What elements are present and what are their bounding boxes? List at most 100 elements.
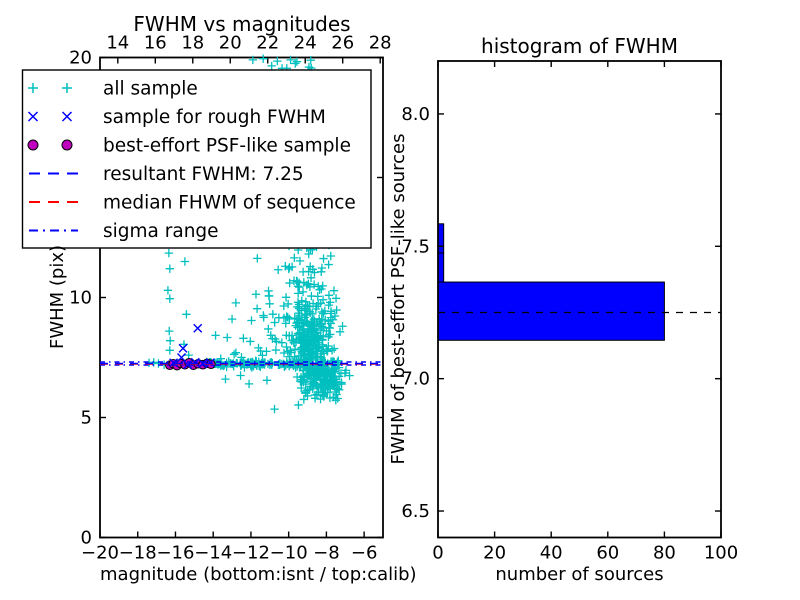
point-plus (307, 334, 316, 343)
x-tick-label-bottom: −20 (81, 543, 119, 564)
point-plus (277, 338, 287, 347)
point-plus (307, 291, 316, 301)
point-plus (334, 372, 344, 381)
point-plus (309, 280, 319, 289)
point-plus (303, 335, 312, 344)
point-plus (258, 351, 267, 360)
x-tick-label-top: 20 (219, 33, 242, 54)
point-plus (282, 312, 291, 321)
point-plus (326, 251, 335, 261)
x-tick-label-top: 16 (144, 33, 167, 54)
legend-entry: resultant FWHM: 7.25 (29, 164, 304, 185)
point-plus (282, 331, 291, 340)
point-plus (324, 260, 333, 269)
point-plus (292, 57, 302, 66)
point-plus (299, 356, 309, 365)
legend-entry: all sample (28, 79, 198, 100)
point-plus (267, 61, 276, 71)
legend-entry: sigma range (29, 221, 219, 242)
point-plus (297, 383, 306, 393)
point-plus (262, 376, 272, 385)
legend-label: sigma range (103, 221, 219, 242)
legend-label: best-effort PSF-like sample (103, 136, 351, 157)
x-tick-label-top: 26 (331, 33, 354, 54)
legend-label: median FHWM of sequence (103, 193, 356, 214)
point-plus (332, 305, 341, 315)
point-plus (290, 344, 300, 354)
x-tick-label-top: 24 (294, 33, 317, 54)
point-plus (28, 83, 38, 93)
point-plus (294, 400, 303, 410)
point-plus (301, 300, 310, 310)
point-plus (291, 59, 300, 68)
point-plus (307, 325, 316, 334)
right-plot-ylabel: FWHM of best-effort PSF-like sources (388, 133, 409, 465)
point-plus (299, 371, 308, 381)
point-plus (264, 291, 274, 301)
point-plus (211, 331, 220, 340)
point-plus (292, 276, 301, 286)
point-plus (240, 363, 249, 372)
right-plot-title: histogram of FWHM (481, 34, 678, 58)
point-plus (337, 379, 346, 389)
point-plus (282, 342, 291, 352)
x-tick-label: 20 (483, 543, 506, 564)
point-plus (163, 286, 173, 295)
point-plus (327, 368, 336, 378)
x-tick-label: 0 (432, 543, 443, 564)
point-plus (221, 374, 230, 384)
y-tick-label: 20 (69, 48, 92, 69)
point-plus (308, 299, 318, 308)
right-plot-frame (437, 60, 722, 539)
point-plus (312, 344, 321, 353)
point-plus (281, 293, 291, 302)
point-plus (323, 379, 332, 389)
point-plus (316, 349, 326, 359)
point-plus (335, 385, 344, 395)
point-plus (307, 317, 316, 326)
point-x (27, 111, 39, 122)
point-plus (317, 263, 327, 273)
point-plus (227, 314, 237, 324)
point-plus (248, 55, 258, 65)
point-plus (279, 348, 289, 358)
point-plus (251, 290, 261, 299)
point-plus (184, 350, 193, 360)
y-tick-label: 7.0 (401, 369, 430, 390)
legend-marker-circle (61, 139, 73, 151)
point-x (61, 111, 73, 122)
point-plus (317, 315, 326, 324)
y-tick-label: 0 (81, 528, 92, 549)
point-plus (273, 265, 283, 274)
point-plus (268, 309, 278, 319)
point-x (190, 357, 200, 367)
point-plus (229, 362, 238, 371)
x-tick-label: 100 (704, 543, 738, 564)
point-plus (304, 249, 313, 259)
point-plus (180, 257, 190, 266)
point-plus (303, 391, 312, 401)
x-tick-label-bottom: −10 (270, 543, 308, 564)
legend-entry: sample for rough FWHM (27, 107, 326, 128)
point-plus (270, 404, 279, 414)
point-plus (324, 291, 334, 300)
point-plus (165, 264, 175, 273)
point-plus (333, 384, 342, 393)
x-tick-label-bottom: −6 (351, 543, 378, 564)
point-plus (301, 386, 311, 396)
point-plus (297, 296, 306, 305)
x-tick-label-bottom: −18 (119, 543, 157, 564)
x-tick-label-bottom: −12 (232, 543, 270, 564)
point-plus (239, 334, 248, 343)
point-plus (311, 371, 321, 380)
point-plus (308, 309, 317, 319)
point-plus (285, 352, 294, 361)
point-plus (290, 253, 299, 263)
y-tick-label: 8.0 (401, 104, 430, 125)
point-plus (293, 289, 303, 298)
point-plus (285, 263, 294, 272)
point-plus (319, 389, 329, 399)
legend-entry: best-effort PSF-like sample (27, 136, 351, 157)
